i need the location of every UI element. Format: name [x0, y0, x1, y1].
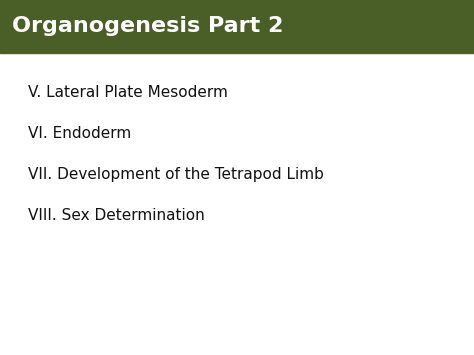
Text: Organogenesis Part 2: Organogenesis Part 2	[12, 16, 283, 36]
Text: VII. Development of the Tetrapod Limb: VII. Development of the Tetrapod Limb	[28, 167, 324, 182]
Bar	[0, 0, 474, 53]
Text: V. Lateral Plate Mesoderm: V. Lateral Plate Mesoderm	[28, 85, 228, 100]
Text: VIII. Sex Determination: VIII. Sex Determination	[28, 208, 205, 223]
Text: VI. Endoderm: VI. Endoderm	[28, 126, 132, 141]
